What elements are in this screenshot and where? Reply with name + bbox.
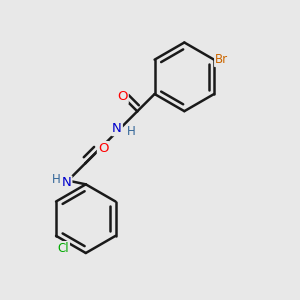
Text: Cl: Cl — [57, 242, 69, 255]
Text: H: H — [52, 172, 61, 186]
Text: N: N — [112, 122, 122, 135]
Text: O: O — [117, 90, 128, 103]
Text: N: N — [62, 176, 71, 190]
Text: H: H — [127, 125, 136, 138]
Text: O: O — [98, 142, 108, 155]
Text: Br: Br — [215, 53, 228, 66]
